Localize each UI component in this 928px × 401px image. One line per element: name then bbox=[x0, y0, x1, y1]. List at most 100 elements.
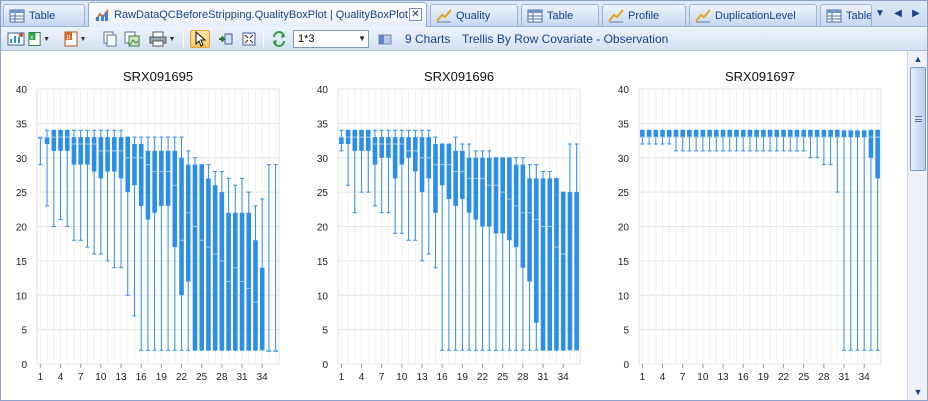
box-30[interactable] bbox=[835, 129, 840, 193]
box-35[interactable] bbox=[266, 164, 272, 352]
box-3[interactable] bbox=[51, 129, 57, 227]
box-23[interactable] bbox=[486, 150, 492, 351]
box-6[interactable] bbox=[71, 129, 77, 241]
box-2[interactable] bbox=[646, 129, 652, 145]
box-32[interactable] bbox=[246, 191, 252, 351]
box-21[interactable] bbox=[774, 129, 780, 152]
box-8[interactable] bbox=[386, 129, 391, 214]
box-33[interactable] bbox=[253, 205, 258, 351]
tab-quality-boxplot[interactable]: RawDataQCBeforeStripping.QualityBoxPlot … bbox=[88, 2, 427, 27]
box-32[interactable] bbox=[848, 129, 854, 351]
box-25[interactable] bbox=[199, 164, 204, 351]
print-button[interactable]: ▼ bbox=[147, 30, 177, 48]
vertical-scrollbar[interactable]: ▲ ▼ bbox=[907, 51, 927, 400]
box-18[interactable] bbox=[453, 136, 458, 351]
tab-list-dropdown-icon[interactable]: ▼ bbox=[875, 8, 885, 19]
scroll-up-icon[interactable]: ▲ bbox=[913, 54, 923, 64]
box-21[interactable] bbox=[172, 136, 178, 351]
box-20[interactable] bbox=[767, 129, 773, 152]
close-tab-icon[interactable]: ✕ bbox=[409, 8, 422, 21]
box-9[interactable] bbox=[693, 129, 699, 152]
export-excel-button[interactable]: x ▼ bbox=[28, 30, 50, 48]
box-24[interactable] bbox=[794, 129, 800, 152]
box-3[interactable] bbox=[653, 129, 659, 145]
box-29[interactable] bbox=[527, 164, 532, 351]
box-15[interactable] bbox=[734, 129, 739, 152]
scroll-tabs-left-icon[interactable]: ◀ bbox=[894, 8, 902, 19]
box-25[interactable] bbox=[500, 157, 505, 351]
box-14[interactable] bbox=[426, 129, 432, 255]
box-23[interactable] bbox=[185, 150, 191, 351]
box-7[interactable] bbox=[680, 129, 685, 152]
box-19[interactable] bbox=[761, 129, 766, 152]
box-15[interactable] bbox=[132, 136, 137, 317]
box-28[interactable] bbox=[821, 129, 827, 166]
box-7[interactable] bbox=[78, 129, 83, 241]
box-14[interactable] bbox=[125, 136, 131, 296]
box-11[interactable] bbox=[707, 129, 712, 152]
box-6[interactable] bbox=[673, 129, 679, 152]
box-17[interactable] bbox=[446, 143, 452, 351]
box-26[interactable] bbox=[808, 129, 813, 159]
box-4[interactable] bbox=[58, 129, 63, 221]
box-8[interactable] bbox=[85, 129, 90, 248]
tab-table-3[interactable]: Table bbox=[820, 4, 872, 26]
box-19[interactable] bbox=[460, 143, 465, 351]
box-27[interactable] bbox=[814, 129, 820, 159]
box-10[interactable] bbox=[399, 129, 405, 234]
box-10[interactable] bbox=[700, 129, 706, 152]
box-1[interactable] bbox=[640, 129, 645, 145]
box-16[interactable] bbox=[740, 129, 746, 152]
box-26[interactable] bbox=[206, 164, 211, 351]
select-pointer-button[interactable] bbox=[190, 30, 210, 48]
box-31[interactable] bbox=[841, 129, 847, 351]
box-33[interactable] bbox=[554, 177, 559, 351]
box-17[interactable] bbox=[747, 129, 753, 152]
box-4[interactable] bbox=[359, 129, 364, 193]
box-29[interactable] bbox=[226, 177, 231, 351]
box-30[interactable] bbox=[534, 164, 539, 351]
box-16[interactable] bbox=[439, 143, 445, 351]
box-28[interactable] bbox=[219, 171, 225, 351]
box-33[interactable] bbox=[855, 129, 860, 351]
box-12[interactable] bbox=[714, 129, 719, 152]
tab-profile[interactable]: Profile bbox=[602, 4, 686, 26]
scrollbar-thumb[interactable] bbox=[910, 67, 926, 171]
box-5[interactable] bbox=[666, 129, 672, 145]
box-10[interactable] bbox=[98, 129, 104, 255]
box-11[interactable] bbox=[105, 129, 110, 262]
box-22[interactable] bbox=[480, 150, 485, 351]
copy-image-button[interactable] bbox=[123, 30, 141, 48]
tab-table-2[interactable]: Table bbox=[521, 4, 599, 26]
box-20[interactable] bbox=[466, 143, 472, 351]
box-36[interactable] bbox=[273, 164, 278, 352]
box-27[interactable] bbox=[212, 171, 218, 351]
refresh-button[interactable] bbox=[269, 30, 289, 48]
box-2[interactable] bbox=[345, 129, 351, 186]
box-29[interactable] bbox=[828, 129, 833, 166]
box-30[interactable] bbox=[233, 184, 238, 351]
box-24[interactable] bbox=[493, 157, 499, 351]
box-1[interactable] bbox=[38, 136, 43, 166]
box-36[interactable] bbox=[574, 143, 579, 351]
box-22[interactable] bbox=[179, 136, 184, 351]
box-22[interactable] bbox=[781, 129, 786, 152]
zoom-button[interactable] bbox=[215, 30, 235, 48]
box-6[interactable] bbox=[372, 129, 378, 207]
box-34[interactable] bbox=[861, 129, 867, 351]
box-9[interactable] bbox=[392, 129, 398, 234]
tab-table-1[interactable]: Table bbox=[3, 4, 85, 26]
box-12[interactable] bbox=[413, 129, 418, 241]
box-5[interactable] bbox=[64, 129, 70, 227]
box-32[interactable] bbox=[547, 171, 553, 351]
scroll-down-icon[interactable]: ▼ bbox=[913, 387, 923, 397]
box-35[interactable] bbox=[868, 129, 874, 351]
scroll-tabs-right-icon[interactable]: ▶ bbox=[912, 8, 920, 19]
box-19[interactable] bbox=[159, 136, 164, 351]
box-24[interactable] bbox=[192, 157, 198, 351]
box-25[interactable] bbox=[801, 129, 806, 152]
box-5[interactable] bbox=[365, 129, 371, 193]
box-18[interactable] bbox=[754, 129, 759, 152]
box-12[interactable] bbox=[112, 129, 117, 269]
box-13[interactable] bbox=[419, 129, 425, 262]
